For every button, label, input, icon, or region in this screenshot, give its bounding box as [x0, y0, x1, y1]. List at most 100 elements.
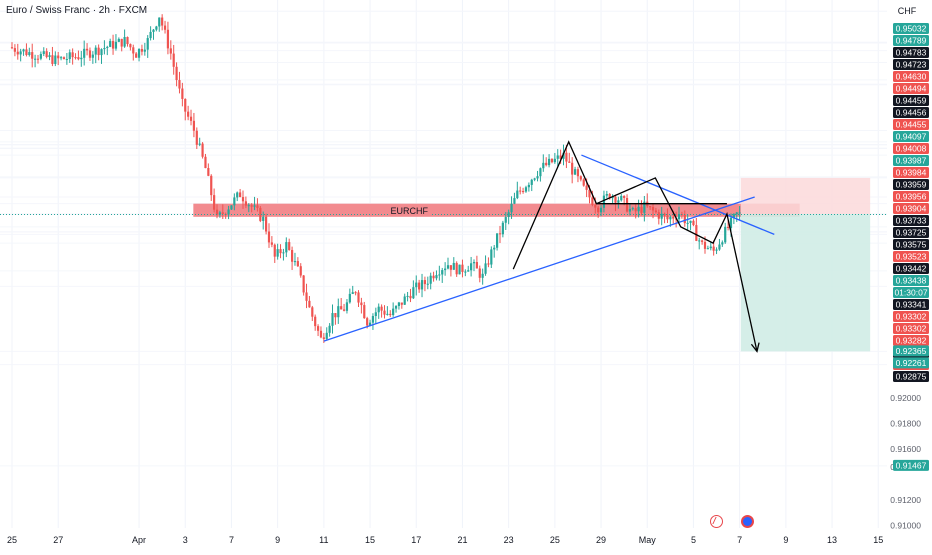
candle-body	[230, 205, 233, 210]
price-tag	[893, 203, 929, 214]
x-tick-label: 25	[7, 535, 17, 545]
candle-body	[132, 47, 135, 54]
price-tag-value: 0.92261	[896, 358, 927, 368]
x-tick-label: Apr	[132, 535, 146, 545]
candle-body	[686, 222, 689, 224]
candle-body	[218, 212, 221, 215]
candle-body	[490, 249, 493, 265]
candle-body	[117, 38, 120, 42]
price-tag-value: 0.93984	[896, 168, 927, 178]
candle-body	[51, 55, 54, 64]
x-tick-label: 7	[737, 535, 742, 545]
candle-body	[406, 295, 409, 297]
candle-body	[446, 265, 450, 269]
price-tag-value: 0.94723	[896, 60, 927, 70]
resistance-zone[interactable]	[193, 203, 800, 217]
candle-body	[550, 158, 554, 163]
candle-body	[371, 316, 375, 323]
candle-body	[692, 220, 695, 226]
candle-body	[556, 155, 559, 159]
stop-loss-zone[interactable]	[740, 177, 871, 215]
candle-body	[677, 214, 681, 220]
alert-icon[interactable]	[741, 515, 754, 528]
price-axis[interactable]: 0.910000.912000.914600.916000.918000.920…	[887, 0, 932, 550]
candle-body	[591, 197, 594, 205]
candle-body	[184, 98, 187, 112]
candle-body	[458, 264, 461, 275]
price-tag	[893, 47, 929, 58]
price-tag-value: 0.93341	[896, 300, 927, 310]
take-profit-zone[interactable]	[740, 214, 871, 352]
candle-body	[155, 26, 158, 30]
x-tick-label: 7	[229, 535, 234, 545]
candle-body	[571, 162, 574, 175]
candle-body	[13, 48, 16, 52]
price-tag-value: 0.94630	[896, 72, 927, 82]
candle-body	[137, 48, 141, 58]
candle-body	[605, 194, 608, 196]
candle-body	[299, 266, 302, 276]
price-tag	[893, 23, 929, 34]
candle-body	[62, 57, 66, 60]
candle-body	[120, 38, 123, 47]
candle-body	[426, 283, 429, 285]
pattern-path[interactable]	[512, 140, 758, 352]
candle-body	[724, 226, 727, 243]
candle-body	[400, 302, 403, 305]
price-tag	[893, 251, 929, 262]
candle-body	[649, 206, 652, 208]
candle-body	[553, 158, 556, 163]
candle-body	[617, 200, 620, 203]
price-tag-value: 0.91467	[896, 460, 927, 470]
candle-body	[68, 52, 71, 60]
candle-body	[729, 217, 733, 228]
candle-body	[559, 155, 562, 159]
price-tag-value: 0.93442	[896, 264, 927, 274]
candle-body	[493, 247, 496, 250]
candle-body	[114, 41, 118, 49]
candle-body	[487, 263, 490, 265]
price-tag-value: 0.92365	[896, 346, 927, 356]
candle-body	[273, 244, 276, 257]
candle-body	[501, 222, 504, 235]
price-tag-value: 0.93523	[896, 252, 927, 262]
candle-body	[721, 242, 724, 245]
candle-body	[83, 48, 86, 58]
candle-body	[354, 292, 357, 294]
lightning-icon[interactable]	[710, 515, 723, 528]
x-tick-label: 9	[275, 535, 280, 545]
candle-body	[594, 204, 597, 208]
candle-body	[533, 178, 536, 180]
candle-body	[59, 57, 63, 59]
price-tag-value: 0.93438	[896, 276, 927, 286]
price-tag	[893, 263, 929, 274]
candle-body	[337, 306, 340, 318]
candle-body	[239, 192, 242, 198]
candle-body	[316, 326, 320, 331]
candle-body	[22, 49, 25, 52]
y-tick-label: 0.91200	[890, 495, 921, 505]
candle-body	[481, 273, 484, 278]
candle-body	[703, 241, 707, 249]
candle-body	[192, 120, 196, 131]
trend-line[interactable]	[323, 196, 755, 342]
price-tag-value: 0.92875	[896, 372, 927, 382]
candle-body	[42, 51, 45, 54]
price-tag	[893, 119, 929, 130]
x-tick-label: 23	[504, 535, 514, 545]
candle-body	[420, 280, 424, 290]
candle-body	[709, 246, 712, 249]
candle-body	[582, 179, 585, 186]
candle-body	[429, 275, 432, 284]
trend-line[interactable]	[581, 154, 775, 236]
currency-label: CHF	[897, 6, 917, 16]
candle-body	[85, 48, 89, 51]
candle-body	[368, 322, 372, 326]
time-axis[interactable]: 25 27 Apr 3 7 9 11 15 17 21 23 25 29 May 5 7 9 13 15	[7, 535, 883, 545]
candle-body	[530, 179, 533, 185]
candle-body	[657, 212, 660, 219]
candle-body	[738, 212, 741, 214]
candle-body	[314, 316, 317, 327]
